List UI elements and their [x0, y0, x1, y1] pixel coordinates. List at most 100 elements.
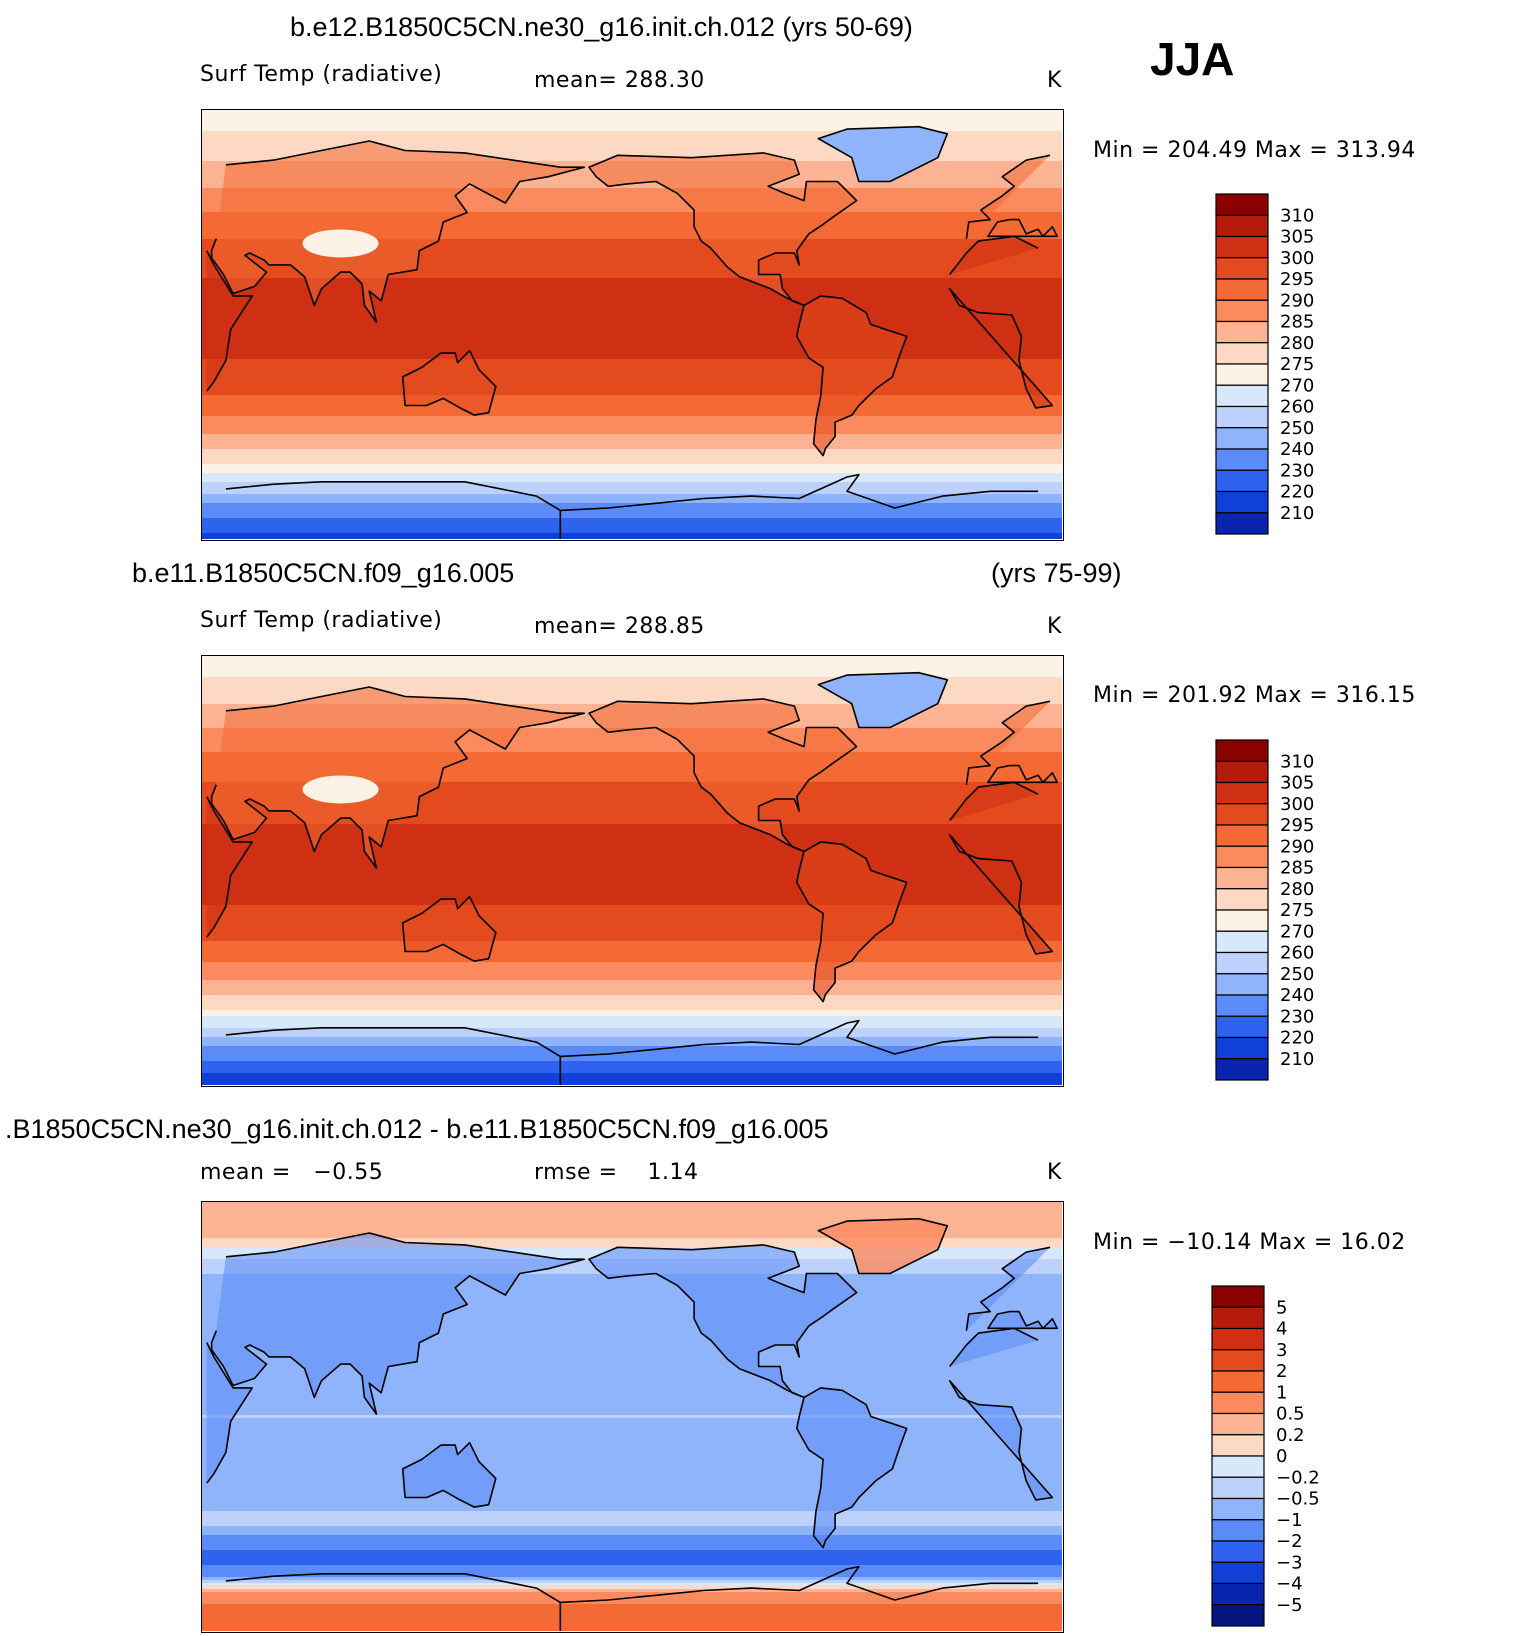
field-band [202, 929, 1062, 933]
colorbar-swatch [1215, 257, 1269, 280]
field-band [202, 1346, 1062, 1350]
field-band [202, 419, 1062, 423]
field-band [202, 770, 1062, 774]
field-band [202, 1241, 1062, 1245]
field-band [202, 371, 1062, 375]
land-field-australia [402, 1442, 496, 1508]
colorbar-swatch [1215, 235, 1269, 259]
field-band [202, 743, 1062, 747]
field-band [202, 959, 1062, 963]
field-band [202, 1322, 1062, 1326]
colorbar-tick-label: 3 [1276, 1340, 1287, 1361]
field-band [202, 329, 1062, 333]
colorbar-tick-label: 285 [1280, 858, 1314, 879]
coastline-africa [206, 1327, 1054, 1501]
colorbar-swatch [1211, 1349, 1265, 1372]
field-band [202, 881, 1062, 885]
panel-1-map [201, 109, 1064, 541]
panel-2-mean-label-text: mean= [534, 614, 618, 639]
colorbar-tick-label: 285 [1280, 312, 1314, 333]
colorbar-swatch [1215, 299, 1269, 323]
field-band [202, 323, 1062, 327]
field-band [202, 143, 1062, 147]
field-band [202, 446, 1062, 450]
field-band [202, 1352, 1062, 1356]
colorbar-swatch [1215, 1015, 1269, 1039]
coastline-australia [401, 895, 497, 962]
field-band [202, 404, 1062, 408]
field-band [202, 365, 1062, 369]
field-band [202, 1055, 1062, 1059]
field-band [202, 470, 1062, 474]
colorbar-tick-label: 295 [1280, 815, 1314, 836]
colorbar-swatch [1211, 1519, 1265, 1542]
field-band [202, 134, 1062, 138]
field-band [202, 749, 1062, 753]
land-field-australia [402, 896, 496, 962]
field-band [202, 1469, 1062, 1473]
colorbar-tick-label: 275 [1280, 354, 1314, 375]
field-band [202, 1337, 1062, 1341]
field-band [202, 500, 1062, 504]
field-band [202, 533, 1062, 537]
field-band [202, 485, 1062, 489]
field-band [202, 335, 1062, 339]
field-band [202, 692, 1062, 696]
field-band [202, 779, 1062, 783]
field-band [202, 1334, 1062, 1338]
field-band [202, 839, 1062, 843]
coastline-eurasia [210, 140, 1058, 323]
field-band [202, 395, 1062, 399]
field-band [202, 116, 1062, 120]
field-band [202, 1541, 1062, 1545]
coastline-greenland [817, 125, 949, 183]
colorbar-tick-label: 250 [1280, 964, 1314, 985]
field-band [202, 1421, 1062, 1425]
field-band [202, 1220, 1062, 1224]
field-band [202, 224, 1062, 228]
panel-1-minmax: Min = 204.49 Max = 313.94 [1093, 138, 1416, 163]
field-band [202, 437, 1062, 441]
field-band [202, 1358, 1062, 1362]
field-band [202, 407, 1062, 411]
field-band [202, 1076, 1062, 1080]
field-band [202, 1079, 1062, 1083]
field-band [202, 302, 1062, 306]
field-band [202, 893, 1062, 897]
colorbar-tick-label: 5 [1276, 1297, 1287, 1318]
field-band [202, 1070, 1062, 1074]
field-band [202, 1304, 1062, 1308]
field-band [202, 896, 1062, 900]
field-band [202, 413, 1062, 417]
field-band [202, 1385, 1062, 1389]
field-band [202, 659, 1062, 663]
colorbar-tick-label: 260 [1280, 943, 1314, 964]
coastline-eurasia [210, 686, 1058, 869]
coastline-africa [206, 235, 1054, 409]
field-band [202, 260, 1062, 264]
field-band [202, 908, 1062, 912]
field-band [202, 833, 1062, 837]
field-band [202, 1310, 1062, 1314]
field-band [202, 935, 1062, 939]
field-band [202, 1460, 1062, 1464]
field-band [202, 1499, 1062, 1503]
field-band [202, 1529, 1062, 1533]
field-band [202, 1325, 1062, 1329]
field-band [202, 194, 1062, 198]
field-band [202, 911, 1062, 915]
coastline-north_america [588, 1244, 858, 1399]
field-band [202, 938, 1062, 942]
field-band [202, 488, 1062, 492]
field-band [202, 281, 1062, 285]
field-band [202, 320, 1062, 324]
field-band [202, 1502, 1062, 1506]
field-band [202, 914, 1062, 918]
field-band [202, 1619, 1062, 1623]
field-band [202, 965, 1062, 969]
field-band [202, 1556, 1062, 1560]
field-band [202, 1553, 1062, 1557]
land-field-south_america [796, 841, 907, 1002]
field-band [202, 845, 1062, 849]
panel-3-colorbar: 5 4 3 2 1 0.5 0.2 0 −0.2 −0.5 −1 −2 −3 −4 −5 [1210, 1284, 1334, 1628]
